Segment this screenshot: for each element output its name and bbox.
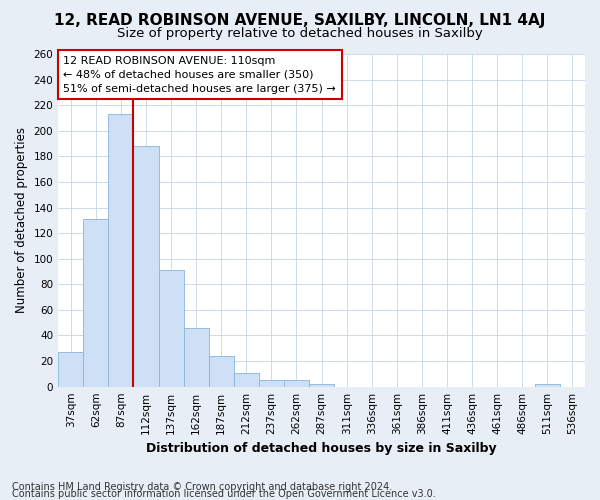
Bar: [133, 146, 158, 386]
Text: Contains HM Land Registry data © Crown copyright and database right 2024.: Contains HM Land Registry data © Crown c…: [12, 482, 392, 492]
X-axis label: Distribution of detached houses by size in Saxilby: Distribution of detached houses by size …: [146, 442, 497, 455]
Text: 12 READ ROBINSON AVENUE: 110sqm
← 48% of detached houses are smaller (350)
51% o: 12 READ ROBINSON AVENUE: 110sqm ← 48% of…: [64, 56, 336, 94]
Bar: [58, 352, 83, 386]
Bar: [209, 356, 234, 386]
Bar: [309, 384, 334, 386]
Y-axis label: Number of detached properties: Number of detached properties: [15, 128, 28, 314]
Bar: [284, 380, 309, 386]
Bar: [535, 384, 560, 386]
Bar: [158, 270, 184, 386]
Text: 12, READ ROBINSON AVENUE, SAXILBY, LINCOLN, LN1 4AJ: 12, READ ROBINSON AVENUE, SAXILBY, LINCO…: [55, 12, 545, 28]
Bar: [109, 114, 133, 386]
Bar: [259, 380, 284, 386]
Bar: [234, 372, 259, 386]
Text: Size of property relative to detached houses in Saxilby: Size of property relative to detached ho…: [117, 28, 483, 40]
Bar: [184, 328, 209, 386]
Text: Contains public sector information licensed under the Open Government Licence v3: Contains public sector information licen…: [12, 489, 436, 499]
Bar: [83, 219, 109, 386]
